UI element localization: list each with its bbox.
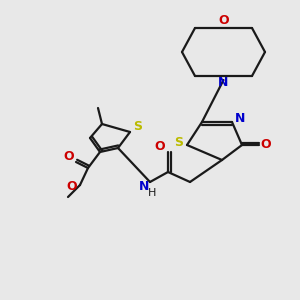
Text: O: O	[218, 14, 229, 28]
Text: H: H	[148, 188, 156, 198]
Text: O: O	[64, 151, 74, 164]
Text: N: N	[235, 112, 245, 124]
Text: N: N	[139, 181, 149, 194]
Text: O: O	[67, 179, 77, 193]
Text: O: O	[155, 140, 165, 152]
Text: N: N	[218, 76, 229, 89]
Text: S: S	[175, 136, 184, 148]
Text: S: S	[134, 121, 142, 134]
Text: O: O	[261, 139, 271, 152]
